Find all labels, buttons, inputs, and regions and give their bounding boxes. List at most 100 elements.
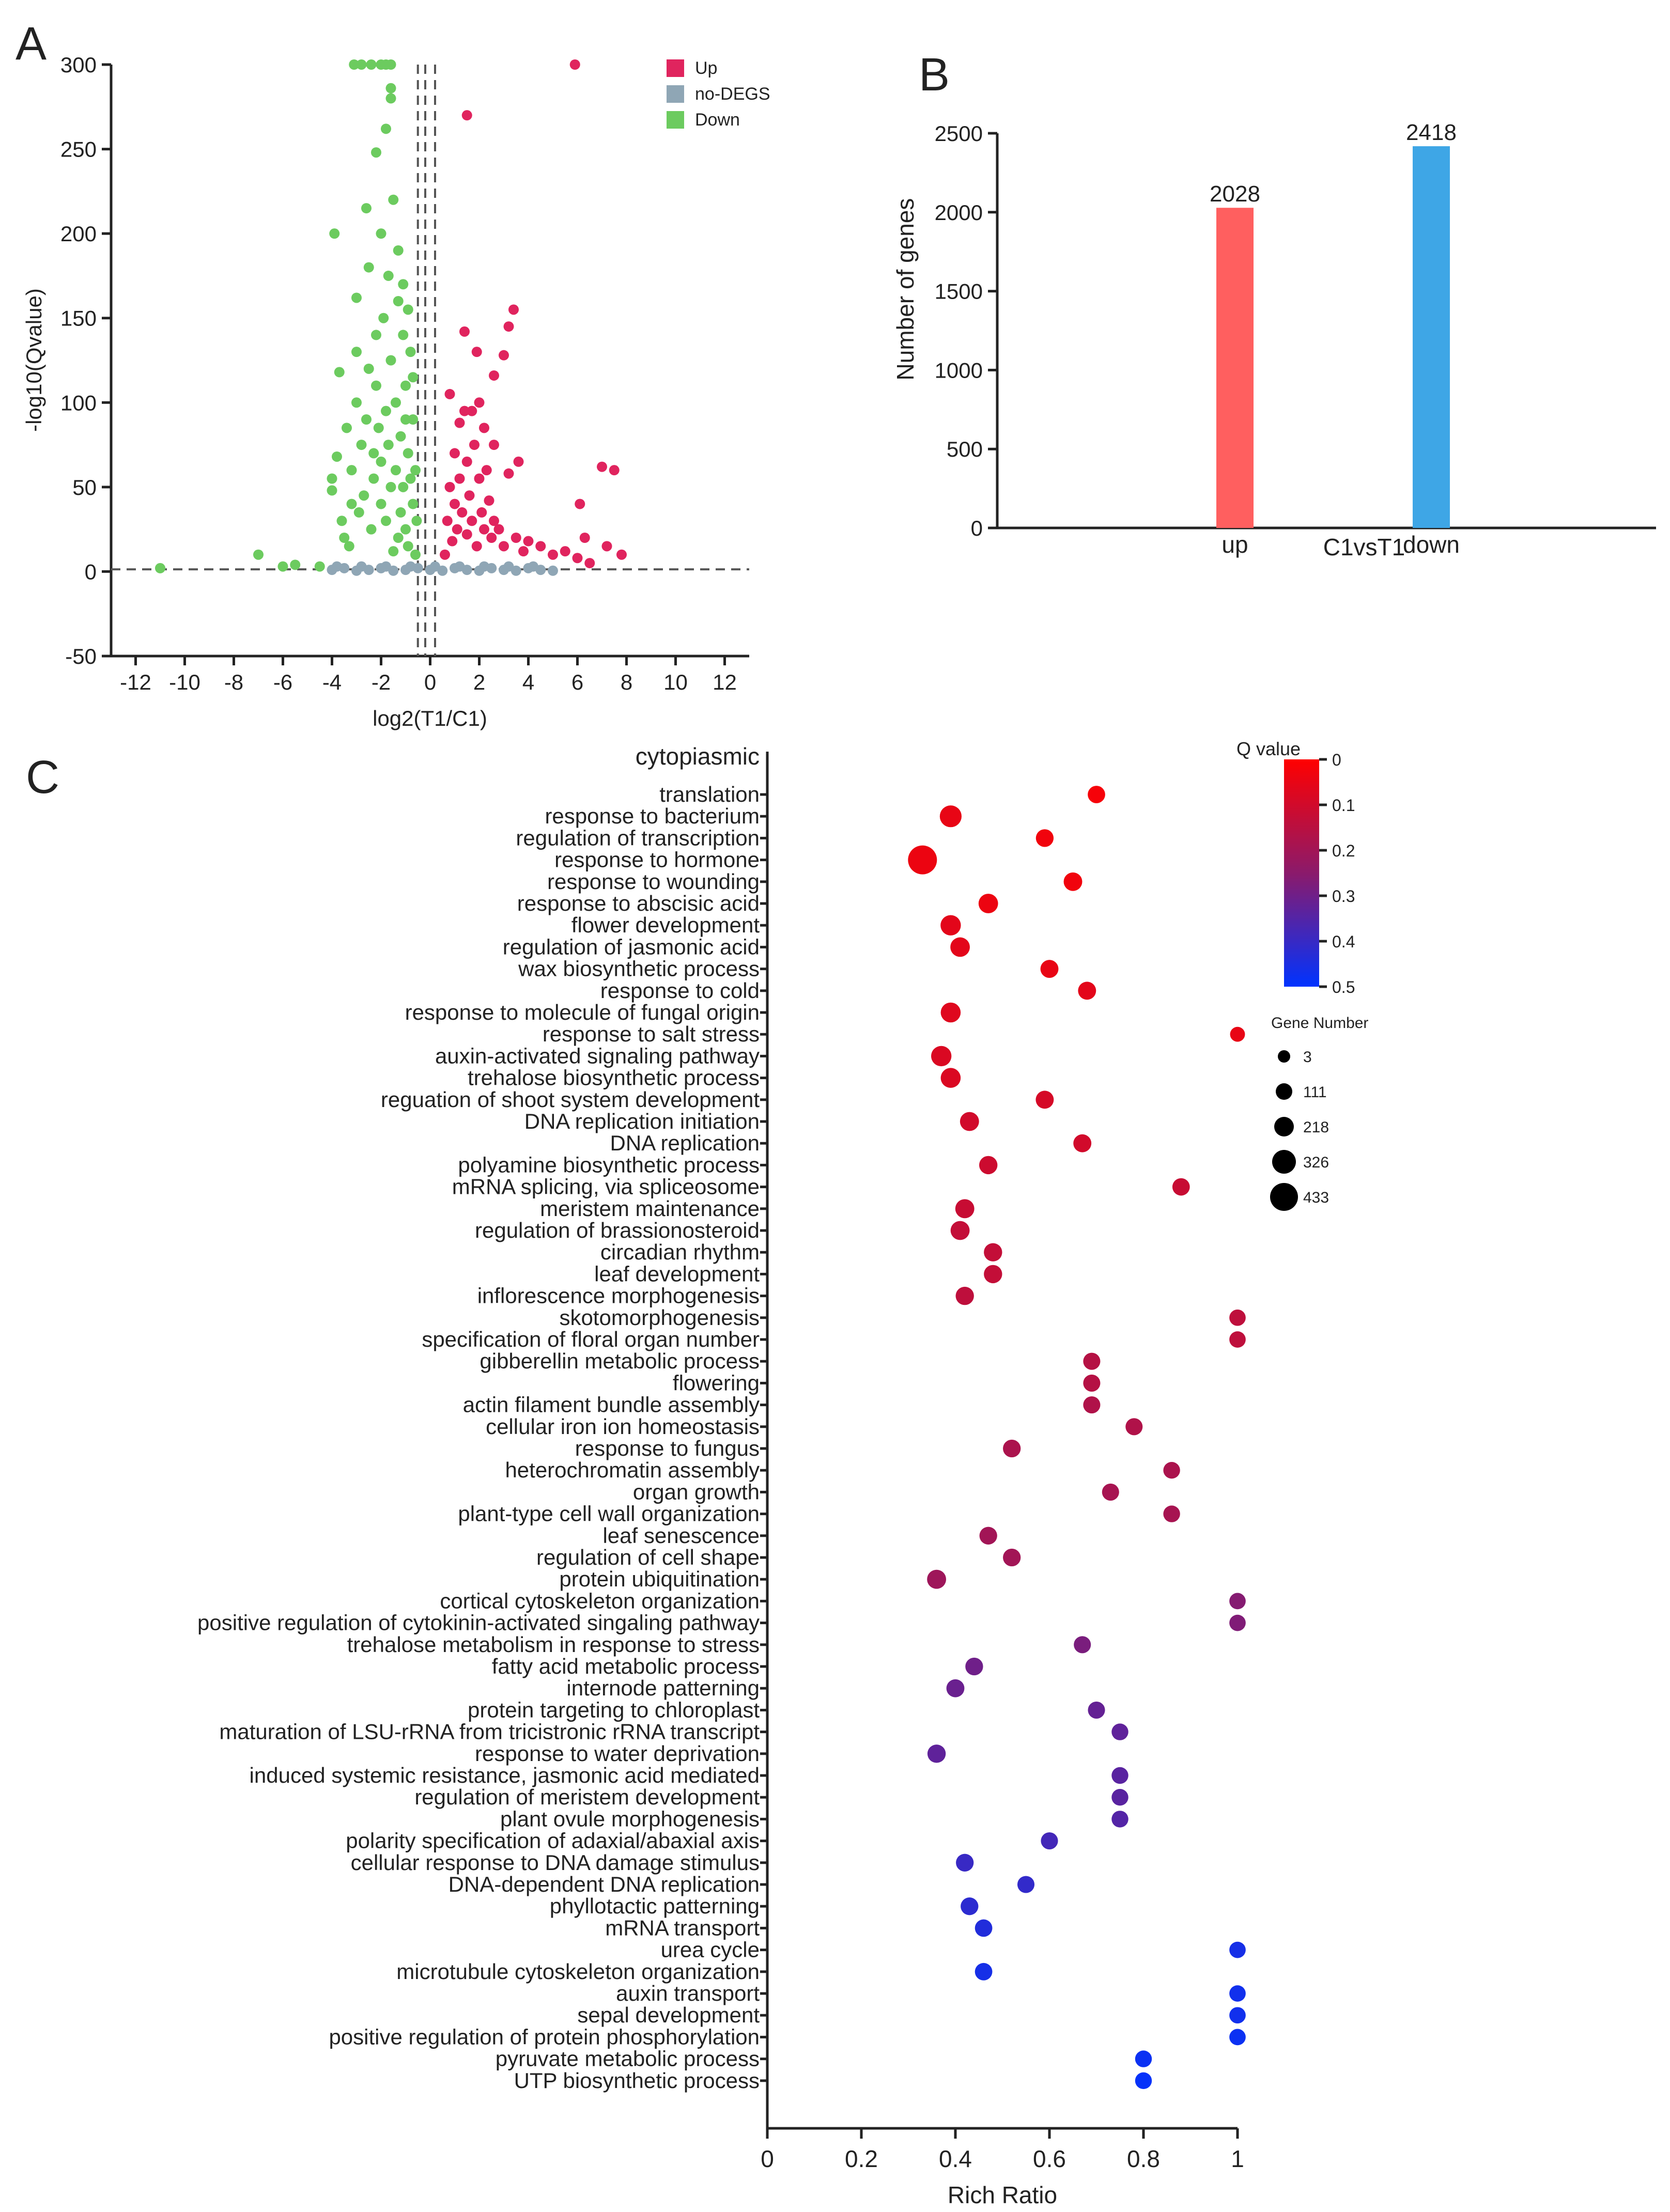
volcano-point-no-degs [381, 561, 391, 572]
volcano-point-no-degs [548, 565, 558, 576]
volcano-point-up [518, 546, 529, 557]
go-term-label: UTP biosynthetic process [514, 2068, 760, 2093]
legend-swatch [667, 111, 684, 129]
volcano-point-up [548, 549, 558, 560]
go-term-point [946, 1679, 965, 1697]
volcano-point-down [405, 347, 416, 357]
volcano-x-tick-label: -6 [273, 670, 292, 694]
volcano-x-tick-label: -4 [322, 670, 342, 694]
go-term-point [1229, 2029, 1246, 2046]
go-term-label: gibberellin metabolic process [480, 1349, 760, 1373]
bar-value-label: 2028 [1210, 181, 1260, 207]
size-legend-label: 326 [1303, 1154, 1329, 1171]
bar-up [1216, 208, 1254, 528]
volcano-point-down [327, 473, 337, 484]
volcano-point-down [344, 541, 354, 552]
volcano-point-down [408, 499, 419, 509]
volcano-point-down [363, 363, 374, 374]
volcano-point-down [395, 431, 406, 442]
go-term-label: response to cold [600, 978, 760, 1003]
panel-letter-a: A [16, 18, 47, 70]
go-term-point [1003, 1548, 1021, 1567]
volcano-point-up [469, 440, 480, 450]
volcano-point-down [359, 490, 369, 501]
volcano-point-down [400, 524, 411, 535]
volcano-point-up [444, 388, 455, 399]
rich-ratio-label: Rich Ratio [948, 2182, 1057, 2208]
bar-category-label: down [1403, 531, 1460, 558]
volcano-point-down [385, 481, 396, 492]
go-term-label: phyllotactic patterning [550, 1894, 760, 1918]
go-term-label: regulation of cell shape [536, 1545, 760, 1569]
go-term-point [950, 1221, 970, 1240]
go-term-label: leaf development [594, 1261, 760, 1286]
go-term-point [1041, 1832, 1058, 1850]
go-term-point [965, 1657, 983, 1676]
legend-swatch [667, 85, 684, 103]
go-term-label: DNA replication initiation [524, 1109, 760, 1133]
volcano-point-down [376, 228, 386, 239]
volcano-point-up [461, 110, 472, 121]
bar-value-label: 2418 [1406, 120, 1457, 145]
volcano-point-up [459, 326, 470, 337]
go-term-point [940, 1068, 961, 1088]
colorbar-tick-label: 0.5 [1332, 978, 1355, 996]
volcano-plot: -12 -10 -8 -6 -4 -2 0 2 4 6 8 10 12 -50 0 50 100 150 200 25… [22, 53, 770, 730]
volcano-x-tick-label: -8 [224, 670, 243, 694]
volcano-point-down [410, 549, 421, 560]
legend-label: Up [695, 58, 717, 78]
volcano-point-down [314, 561, 325, 572]
volcano-y-tick-label: 100 [60, 391, 97, 415]
go-term-point [975, 1919, 993, 1937]
volcano-legend: Up no-DEGS Down [667, 58, 770, 130]
volcano-point-down [339, 533, 350, 543]
volcano-x-tick-label: 12 [713, 670, 737, 694]
go-term-label: response to fungus [575, 1436, 760, 1460]
size-legend-title: Gene Number [1271, 1015, 1368, 1032]
go-term-label: response to abscisic acid [517, 891, 760, 915]
size-legend-dot [1276, 1083, 1292, 1100]
go-term-label: flower development [571, 913, 760, 937]
go-term-label: mRNA transport [605, 1915, 760, 1940]
size-legend-dot [1272, 1150, 1296, 1174]
volcano-point-up [597, 461, 607, 472]
go-term-point [1172, 1178, 1190, 1196]
volcano-point-up [584, 558, 595, 569]
go-term-label: trehalose biosynthetic process [468, 1066, 760, 1090]
colorbar-tick-label: 0.3 [1332, 887, 1355, 906]
volcano-point-down [336, 516, 347, 526]
go-term-point [1229, 1331, 1246, 1348]
colorbar-tick-label: 0.4 [1332, 932, 1355, 951]
go-term-label: auxin-activated signaling pathway [435, 1043, 760, 1068]
size-legend-dot [1278, 1050, 1290, 1063]
go-term-label: response to molecule of fungal origin [405, 1000, 760, 1024]
go-term-label: flowering [673, 1370, 760, 1395]
colorbar-tick-label: 0.1 [1332, 796, 1355, 815]
volcano-point-up [503, 468, 514, 479]
volcano-point-up [467, 516, 477, 526]
go-term-label: plant ovule morphogenesis [500, 1806, 760, 1831]
go-term-point [1125, 1418, 1143, 1436]
volcano-point-down [253, 549, 264, 560]
size-legend-dot [1274, 1117, 1294, 1136]
volcano-point-up [467, 406, 477, 416]
go-term-label: reguation of shoot system development [381, 1087, 760, 1112]
go-term-point [1230, 1026, 1245, 1042]
volcano-point-down [381, 516, 391, 526]
bar-category-label: up [1221, 531, 1248, 558]
volcano-point-up [474, 397, 485, 408]
go-term-point [984, 1265, 1002, 1284]
go-term-point [955, 1199, 975, 1219]
volcano-point-up [489, 516, 499, 526]
go-term-point [908, 845, 937, 875]
volcano-point-down [408, 414, 419, 425]
volcano-point-up [479, 423, 489, 433]
go-enrichment-bubble-chart: cytopiasmic 0 0.2 0.4 0.6 0.8 1 translationre… [197, 738, 1368, 2208]
go-term-point [975, 1962, 993, 1981]
go-term-label: pyruvate metabolic process [496, 2047, 760, 2071]
bar-down [1413, 146, 1450, 528]
volcano-point-no-degs [332, 561, 342, 572]
volcano-point-down [408, 372, 419, 383]
go-term-label: protein ubiquitination [559, 1567, 760, 1591]
volcano-point-up [450, 499, 460, 509]
